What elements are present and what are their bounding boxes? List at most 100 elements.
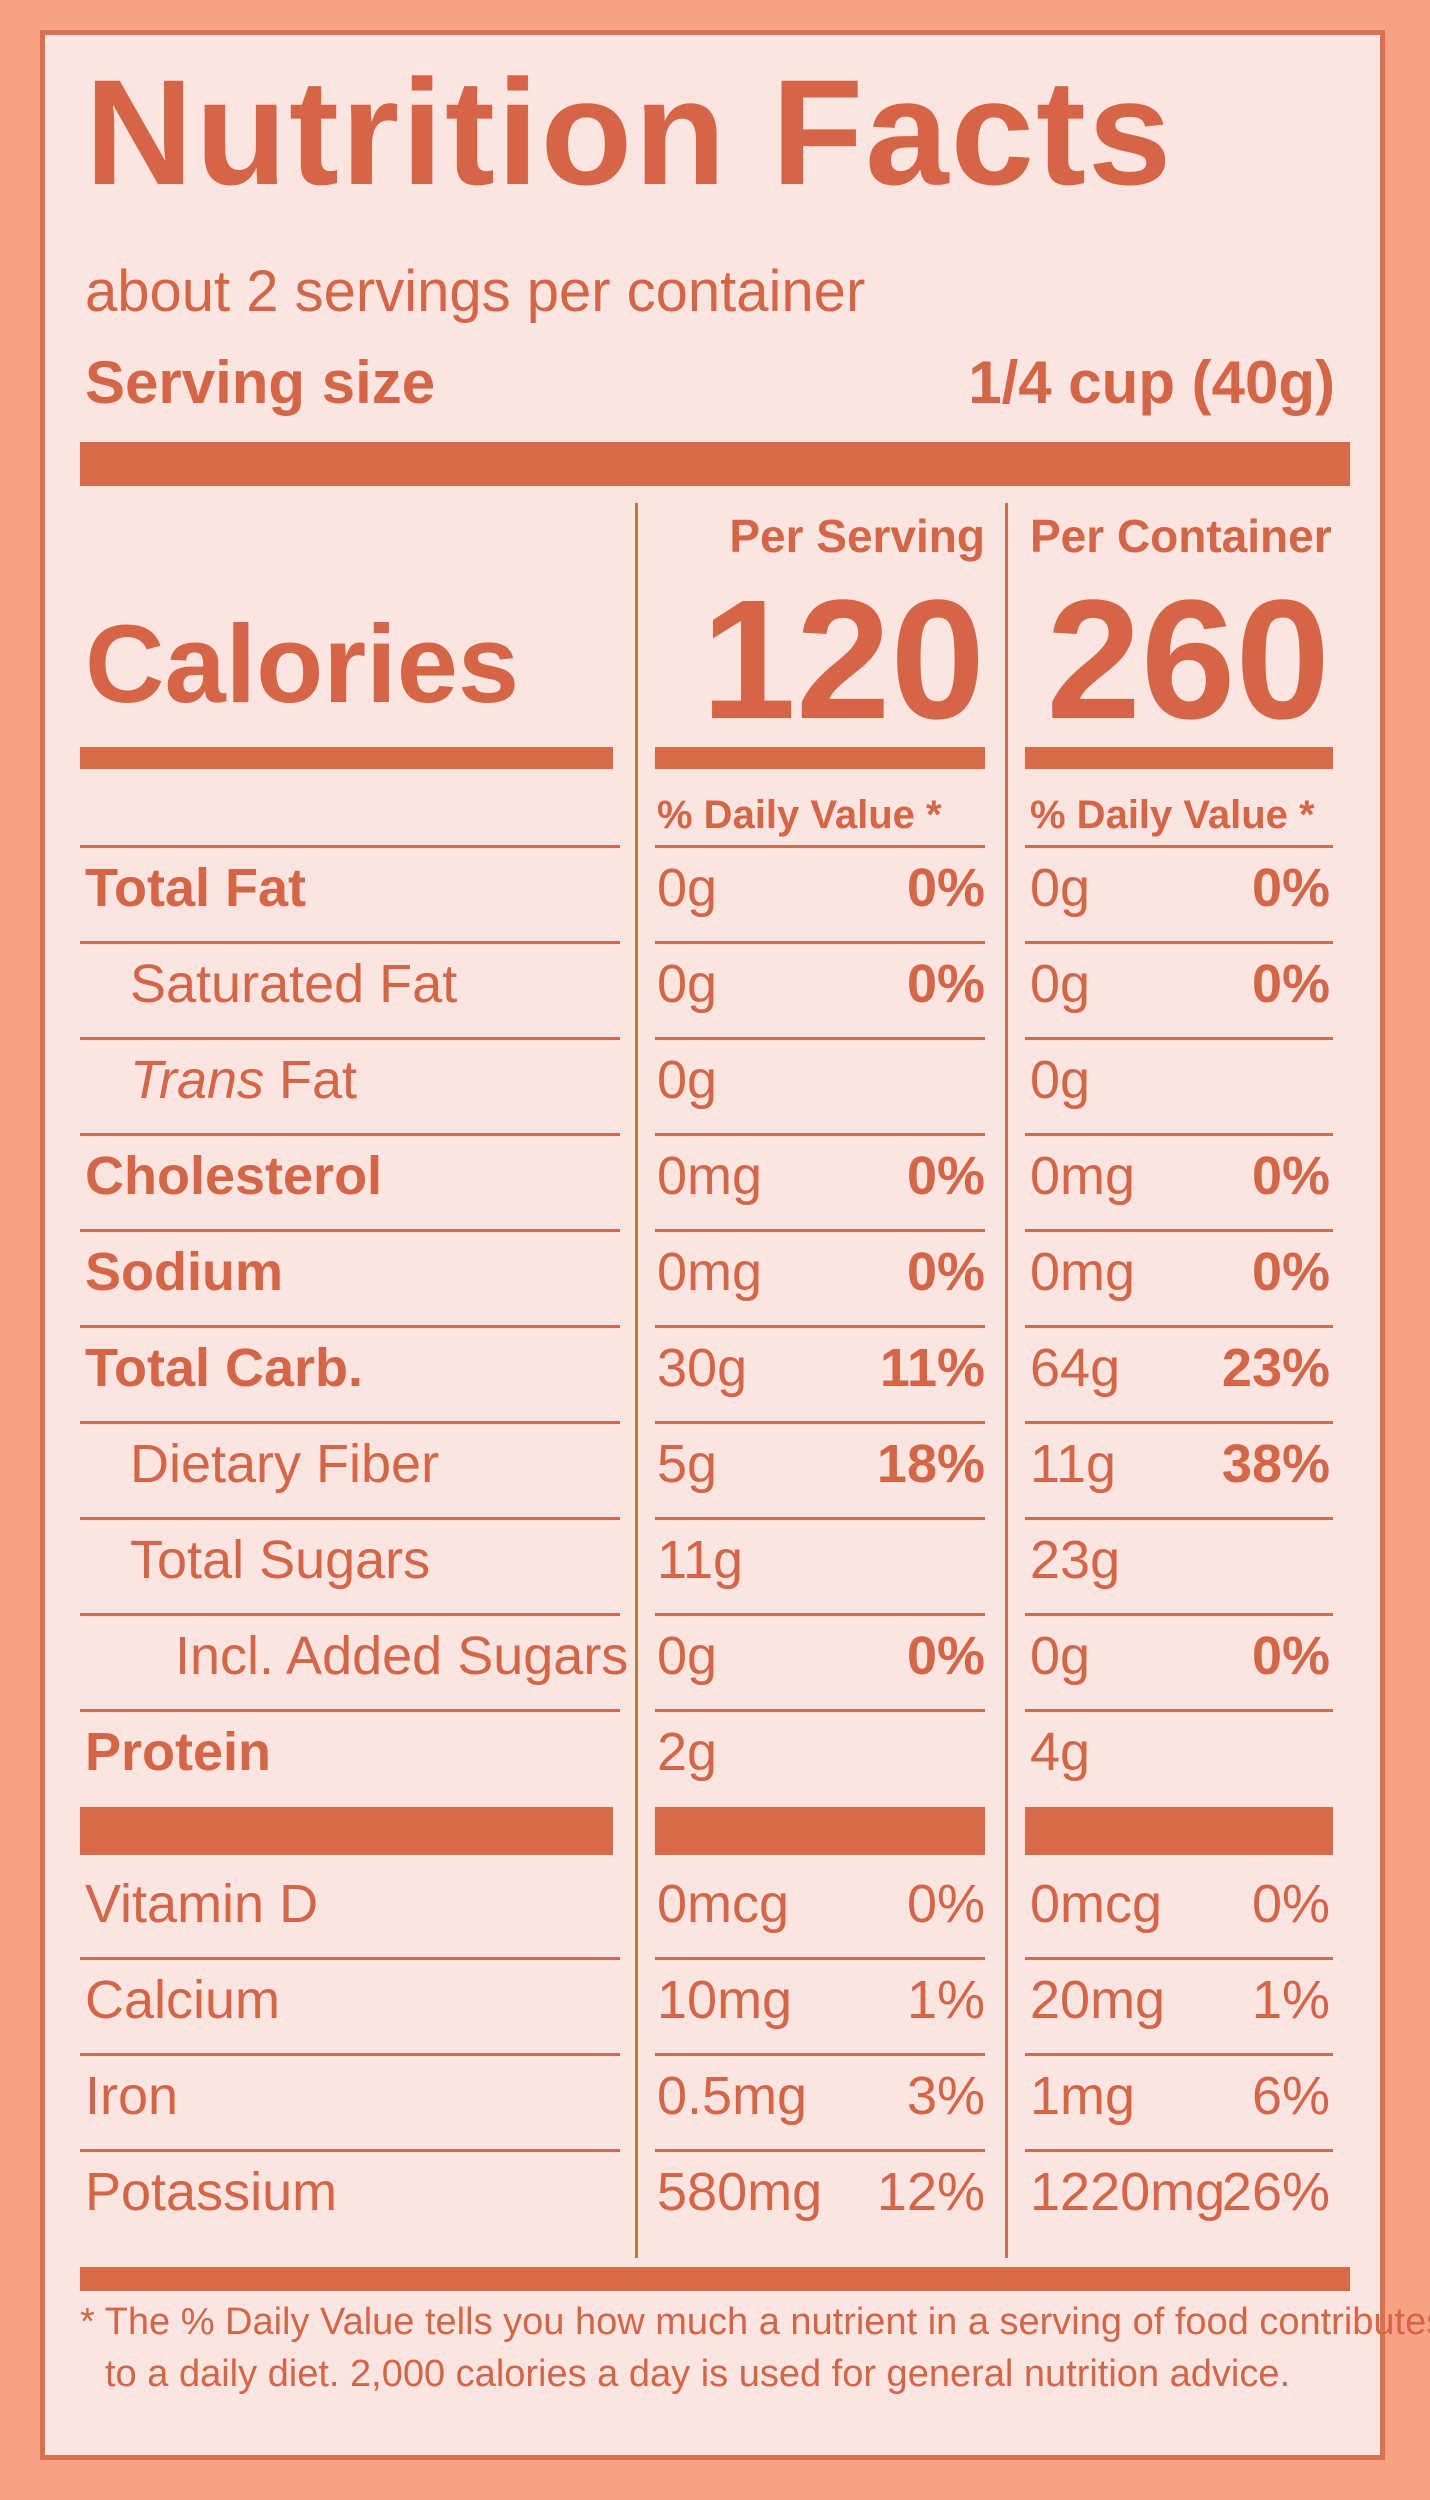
row-divider-right xyxy=(1025,1517,1333,1520)
row-divider-left xyxy=(80,1709,620,1712)
vitamin-container-percent: 6% xyxy=(1251,2066,1330,2126)
thick-divider-cal-right xyxy=(1025,747,1333,769)
vitamin-serving-amount: 580mg xyxy=(657,2162,823,2222)
vitamin-container-percent: 1% xyxy=(1251,1970,1330,2030)
nutrient-name: Cholesterol xyxy=(85,1146,383,1206)
row-divider-mid xyxy=(655,1709,985,1712)
row-divider-mid xyxy=(655,1613,985,1616)
thick-divider-vitamins-right xyxy=(1025,1807,1333,1855)
serving-amount: 30g xyxy=(657,1338,748,1398)
container-amount: 11g xyxy=(1030,1434,1117,1494)
container-amount: 0mg xyxy=(1030,1146,1136,1206)
nutrient-name: Dietary Fiber xyxy=(130,1434,440,1494)
nutrition-facts-panel: Nutrition Facts about 2 servings per con… xyxy=(40,30,1430,2460)
vitamin-serving-percent: 0% xyxy=(906,1874,985,1934)
serving-percent: 0% xyxy=(906,1626,985,1686)
container-percent: 0% xyxy=(1251,1242,1330,1302)
footnote-line-1: * The % Daily Value tells you how much a… xyxy=(80,2301,1430,2343)
thick-divider-vitamins-left xyxy=(80,1807,613,1855)
footnote-line-2: to a daily diet. 2,000 calories a day is… xyxy=(105,2353,1291,2395)
calories-per-serving: 120 xyxy=(701,565,985,755)
thick-divider-top xyxy=(80,442,1350,486)
vitamin-divider-left xyxy=(80,1957,620,1960)
serving-size-value: 1/4 cup (40g) xyxy=(968,349,1335,416)
per-serving-label: Per Serving xyxy=(729,510,985,562)
serving-percent: 11% xyxy=(879,1338,985,1398)
container-percent: 0% xyxy=(1251,954,1330,1014)
row-divider-mid xyxy=(655,1133,985,1136)
vitamin-name: Iron xyxy=(85,2066,179,2126)
vitamin-serving-amount: 10mg xyxy=(657,1970,793,2030)
row-divider-mid xyxy=(655,1517,985,1520)
container-amount: 0mg xyxy=(1030,1242,1136,1302)
vitamin-container-percent: 0% xyxy=(1251,1874,1330,1934)
row-divider-mid xyxy=(655,941,985,944)
vitamin-container-percent: 26% xyxy=(1221,2162,1330,2222)
row-divider-left xyxy=(80,1037,620,1040)
serving-percent: 18% xyxy=(876,1434,985,1494)
row-divider-right xyxy=(1025,1133,1333,1136)
servings-per-container: about 2 servings per container xyxy=(85,259,866,324)
nutrient-name: Total Sugars xyxy=(130,1530,431,1590)
vitamin-divider-left xyxy=(80,2053,620,2056)
serving-size-label: Serving size xyxy=(85,349,436,416)
serving-amount: 0mg xyxy=(657,1146,763,1206)
row-divider-right xyxy=(1025,1709,1333,1712)
nutrient-name: Incl. Added Sugars xyxy=(175,1626,629,1686)
serving-amount: 0g xyxy=(657,1050,718,1110)
vitamin-serving-percent: 3% xyxy=(906,2066,985,2126)
serving-amount: 0g xyxy=(657,1626,718,1686)
row-divider-mid xyxy=(655,1421,985,1424)
container-amount: 0g xyxy=(1030,954,1091,1014)
row-divider-right xyxy=(1025,1037,1333,1040)
thick-divider-vitamins-mid xyxy=(655,1807,985,1855)
vitamin-serving-amount: 0mcg xyxy=(657,1874,790,1934)
container-amount: 64g xyxy=(1030,1338,1121,1398)
row-divider-left xyxy=(80,1517,620,1520)
row-divider-left xyxy=(80,1229,620,1232)
container-amount: 0g xyxy=(1030,1626,1091,1686)
row-divider-mid xyxy=(655,1325,985,1328)
container-amount: 0g xyxy=(1030,1050,1091,1110)
column-divider-1 xyxy=(635,503,638,2258)
row-divider-mid xyxy=(655,1229,985,1232)
row-divider-right xyxy=(1025,1613,1333,1616)
row-divider-left xyxy=(80,1421,620,1424)
container-percent: 38% xyxy=(1221,1434,1330,1494)
row-divider-right xyxy=(1025,1229,1333,1232)
row-divider-left xyxy=(80,845,620,848)
column-divider-2 xyxy=(1005,503,1008,2258)
nutrient-name: Protein xyxy=(85,1722,272,1782)
row-divider-left xyxy=(80,1325,620,1328)
container-amount: 0g xyxy=(1030,858,1091,918)
nutrient-name-rest: Fat xyxy=(264,1050,358,1110)
vitamin-container-amount: 1220mg xyxy=(1030,2162,1226,2222)
nutrient-name: Total Carb. xyxy=(85,1338,364,1398)
nutrient-name: Saturated Fat xyxy=(130,954,458,1014)
calories-label: Calories xyxy=(85,603,520,726)
serving-amount: 0g xyxy=(657,954,718,1014)
vitamin-name: Calcium xyxy=(85,1970,281,2030)
dv-header-serving: % Daily Value * xyxy=(657,793,942,837)
row-divider-mid xyxy=(655,1037,985,1040)
serving-amount: 11g xyxy=(657,1530,744,1590)
vitamin-name: Vitamin D xyxy=(85,1874,319,1934)
vitamin-divider-right xyxy=(1025,1957,1333,1960)
nutrition-title: Nutrition Facts xyxy=(85,48,1174,216)
row-divider-left xyxy=(80,941,620,944)
vitamin-container-amount: 0mcg xyxy=(1030,1874,1163,1934)
vitamin-serving-amount: 0.5mg xyxy=(657,2066,808,2126)
serving-percent: 0% xyxy=(906,1146,985,1206)
row-divider-right xyxy=(1025,941,1333,944)
nutrient-name: Sodium xyxy=(85,1242,283,1302)
row-divider-right xyxy=(1025,1421,1333,1424)
vitamin-divider-left xyxy=(80,2149,620,2152)
calories-per-container: 260 xyxy=(1046,565,1330,755)
row-divider-left xyxy=(80,1133,620,1136)
thick-divider-bottom xyxy=(80,2267,1350,2291)
container-amount: 23g xyxy=(1030,1530,1121,1590)
nutrient-name: Trans Fat xyxy=(130,1053,357,1107)
serving-amount: 0g xyxy=(657,858,718,918)
per-container-label: Per Container xyxy=(1030,510,1332,562)
vitamin-container-amount: 1mg xyxy=(1030,2066,1136,2126)
